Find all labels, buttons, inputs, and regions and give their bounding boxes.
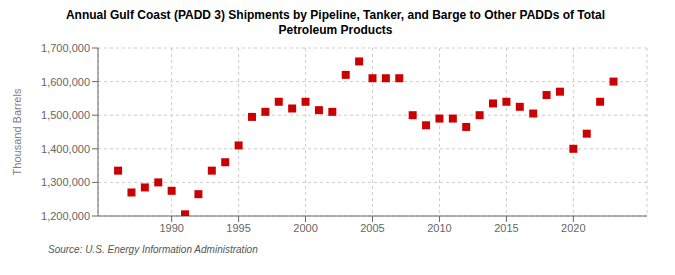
html-text:Annual Gulf Coast (PADD 3) Shi: Annual Gulf Coast (PADD 3) Shipments by …: [65, 8, 606, 37]
svg-text:2000: 2000: [293, 222, 317, 234]
svg-text:2005: 2005: [360, 222, 384, 234]
svg-text:1990: 1990: [159, 222, 183, 234]
svg-text:1,300,000: 1,300,000: [41, 176, 90, 188]
svg-text:1,200,000: 1,200,000: [41, 210, 90, 222]
svg-text:2010: 2010: [427, 222, 451, 234]
svg-text:1,600,000: 1,600,000: [41, 76, 90, 88]
svg-text:1,500,000: 1,500,000: [41, 109, 90, 121]
svg-text:Thousand Barrels: Thousand Barrels: [11, 88, 23, 175]
svg-text:2015: 2015: [494, 222, 518, 234]
svg-text:2020: 2020: [561, 222, 585, 234]
svg-text:1995: 1995: [226, 222, 250, 234]
html-text:Source: U.S. Energy Informatio: Source: U.S. Energy Information Administ…: [48, 244, 258, 255]
svg-text:1,400,000: 1,400,000: [41, 143, 90, 155]
svg-text:1,700,000: 1,700,000: [41, 42, 90, 54]
